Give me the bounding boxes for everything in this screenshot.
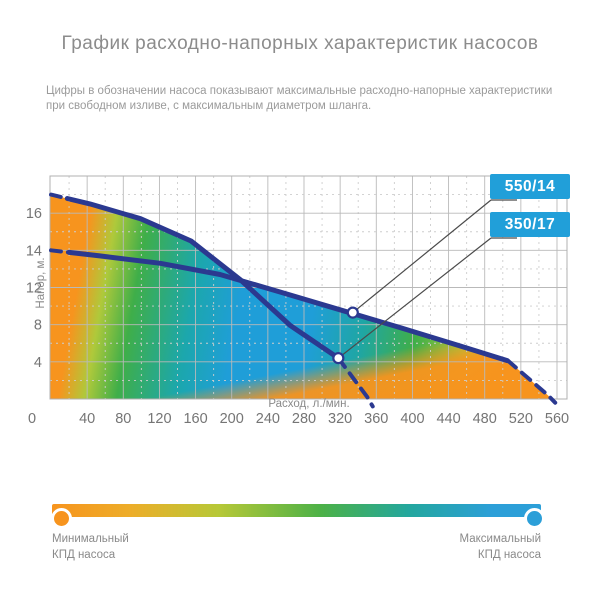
x-tick-label: 80: [115, 411, 131, 427]
x-tick-label: 160: [183, 411, 207, 427]
x-tick-label: 240: [256, 411, 280, 427]
callouts: [332, 199, 517, 365]
efficiency-legend: Минимальный КПД насоса Максимальный КПД на…: [0, 495, 600, 575]
efficiency-fill: [50, 194, 567, 399]
curve-marker-350/17: [332, 352, 345, 365]
y-tick-label: 12: [26, 281, 42, 297]
efficiency-gradient-bar: [52, 504, 541, 517]
curve-550/14: [49, 248, 558, 405]
subtitle-line-2: при свободном изливе, с максимальным диа…: [46, 100, 372, 112]
x-tick-label: 520: [509, 411, 533, 427]
min-label-line-2: КПД насоса: [52, 549, 116, 561]
min-efficiency-dot: [51, 508, 72, 529]
y-tick-label: 8: [34, 318, 42, 334]
x-tick-label: 360: [364, 411, 388, 427]
y-tick-label: 4: [34, 355, 42, 371]
callout-badge-350-17: 350/17: [490, 212, 570, 237]
x-tick-label: 440: [436, 411, 460, 427]
curve-marker-550/14: [346, 306, 359, 319]
max-label-line-1: Максимальный: [459, 533, 541, 545]
curve-350/17: [49, 192, 375, 409]
max-efficiency-label: Максимальный КПД насоса: [460, 531, 541, 563]
grid: [49, 175, 568, 400]
x-tick-label: 480: [473, 411, 497, 427]
x-tick-label: 40: [79, 411, 95, 427]
subtitle: Цифры в обозначении насоса показывают ма…: [46, 84, 571, 114]
page-title: График расходно-напорных характеристик н…: [61, 33, 539, 54]
y-axis-title: Напор, м.: [35, 257, 47, 308]
x-tick-label: 0: [28, 411, 36, 427]
max-label-line-2: КПД насоса: [477, 549, 541, 561]
x-axis-title: Расход, л./мин.: [268, 398, 349, 410]
min-label-line-1: Минимальный: [52, 533, 129, 545]
max-efficiency-dot: [524, 508, 545, 529]
x-tick-label: 120: [147, 411, 171, 427]
y-tick-label: 14: [26, 243, 42, 259]
x-tick-label: 320: [328, 411, 352, 427]
x-tick-label: 400: [400, 411, 424, 427]
min-efficiency-label: Минимальный КПД насоса: [52, 531, 129, 563]
x-tick-label: 280: [292, 411, 316, 427]
x-tick-label: 560: [545, 411, 569, 427]
subtitle-line-1: Цифры в обозначении насоса показывают ма…: [46, 85, 553, 97]
x-tick-label: 200: [220, 411, 244, 427]
pump-curves: [49, 192, 558, 409]
y-tick-label: 16: [26, 206, 42, 222]
callout-badge-550-14: 550/14: [490, 174, 570, 199]
pump-curves-chart: 16 14 12 8 4 0 40 80 120 160 200 240 280 320 360 400 440…: [0, 150, 600, 450]
